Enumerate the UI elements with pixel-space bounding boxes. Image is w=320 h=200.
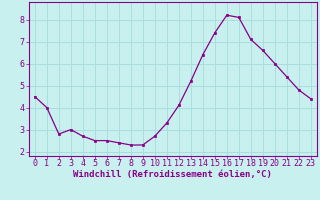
- X-axis label: Windchill (Refroidissement éolien,°C): Windchill (Refroidissement éolien,°C): [73, 170, 272, 179]
